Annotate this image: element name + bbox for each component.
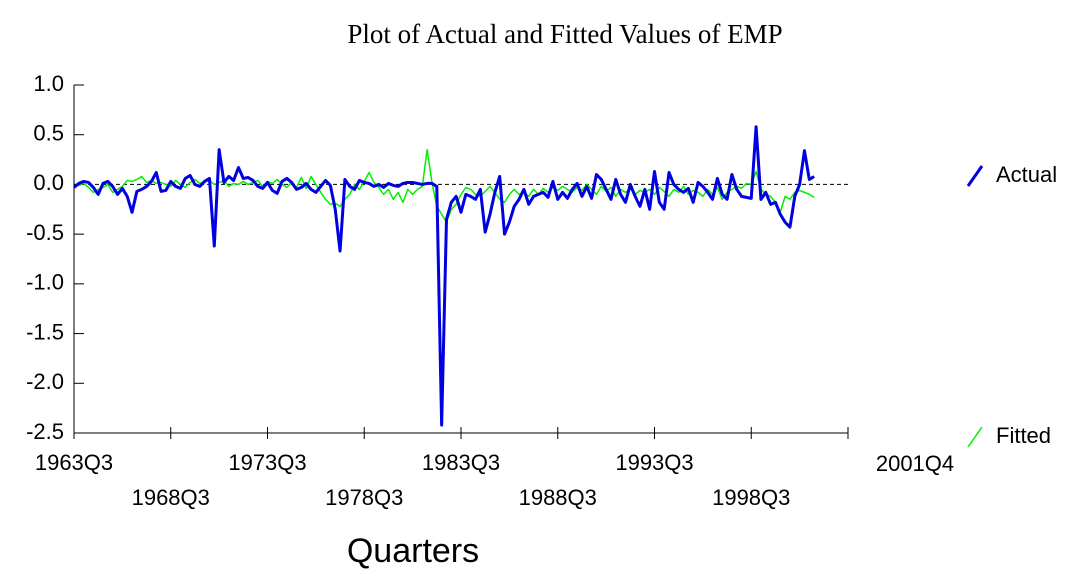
series-line <box>73 125 815 427</box>
chart-title: Plot of Actual and Fitted Values of EMP <box>347 19 782 49</box>
x-tick-label: 1988Q3 <box>519 485 597 510</box>
legend-swatch <box>966 165 984 187</box>
y-tick-label: -2.5 <box>26 419 64 444</box>
y-tick-label: -1.0 <box>26 270 64 295</box>
y-tick-label: 0.5 <box>33 121 64 146</box>
y-tick-label: 1.0 <box>33 71 64 96</box>
y-tick-label: -1.5 <box>26 319 64 344</box>
x-tick-label: 1973Q3 <box>228 450 306 475</box>
legend-swatch <box>967 426 983 448</box>
y-tick-label: -0.5 <box>26 220 64 245</box>
x-axis-label: Quarters <box>347 532 479 570</box>
x-tick-label: 1963Q3 <box>35 450 113 475</box>
x-tick-label: 1978Q3 <box>325 485 403 510</box>
x-tick-label: 1998Q3 <box>712 485 790 510</box>
x-end-label: 2001Q4 <box>876 451 954 476</box>
legend-label: Actual <box>996 162 1057 187</box>
x-tick-label: 1983Q3 <box>422 450 500 475</box>
x-tick-label: 1968Q3 <box>132 485 210 510</box>
y-tick-label: 0.0 <box>33 170 64 195</box>
y-tick-label: -2.0 <box>26 369 64 394</box>
x-tick-label: 1993Q3 <box>615 450 693 475</box>
legend-label: Fitted <box>996 423 1051 448</box>
